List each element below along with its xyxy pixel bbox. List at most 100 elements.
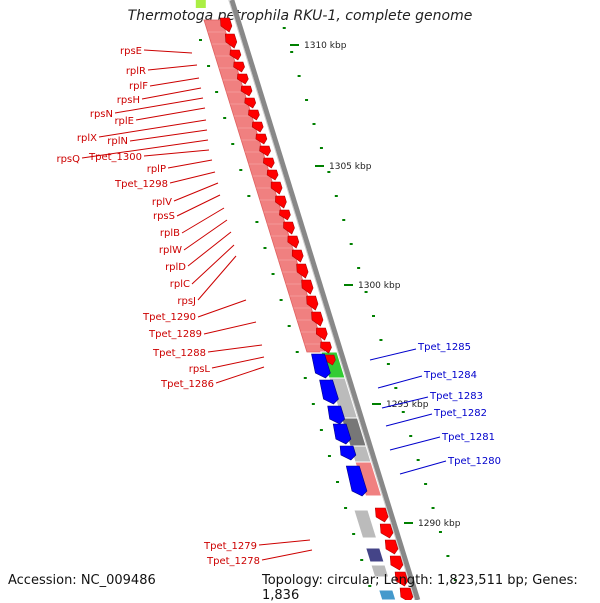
- forward-leader-line: [147, 64, 198, 71]
- forward-gene-arrow: [248, 109, 260, 121]
- forward-gene-arrow: [262, 157, 275, 169]
- reverse-gene-label: Tpet_1281: [441, 432, 495, 443]
- forward-gene-arrow: [220, 17, 233, 33]
- forward-gene-arrow: [240, 85, 253, 97]
- reverse-leader-line: [389, 436, 441, 451]
- forward-leader-line: [191, 244, 235, 285]
- reverse-gene-arrow: [311, 353, 331, 379]
- scale-tick-label: 1310 kbp: [304, 41, 347, 51]
- forward-gene-arrow: [287, 235, 300, 249]
- forward-leader-line: [141, 87, 202, 100]
- reverse-leader-line: [385, 413, 433, 427]
- forward-gene-label: rpsN: [90, 109, 113, 120]
- forward-gene-label: Tpet_1286: [160, 379, 214, 390]
- forward-leader-line: [176, 194, 221, 217]
- forward-leader-line: [215, 366, 265, 384]
- scale-tick-label: 1295 kbp: [386, 400, 429, 410]
- forward-gene-label: Tpet_1278: [206, 556, 260, 567]
- forward-gene-label: rpsL: [189, 364, 211, 375]
- forward-gene-label: rplW: [159, 245, 182, 256]
- forward-leader-line: [261, 549, 313, 561]
- forward-gene-arrow: [275, 195, 287, 209]
- reverse-leader-line: [381, 396, 429, 409]
- forward-gene-label: rplB: [160, 228, 180, 239]
- forward-gene-label: rpsJ: [177, 296, 196, 307]
- forward-gene-arrow: [279, 209, 291, 221]
- forward-leader-line: [197, 255, 237, 301]
- forward-gene-arrow: [244, 97, 257, 109]
- scale-tick-label: 1305 kbp: [329, 162, 372, 172]
- forward-gene-arrow: [379, 523, 394, 539]
- forward-gene-label: rplC: [170, 279, 190, 290]
- forward-gene-arrow: [224, 33, 238, 49]
- reverse-gene-arrow: [327, 405, 346, 425]
- reverse-gene-label: Tpet_1282: [433, 408, 487, 419]
- forward-leader-line: [143, 49, 193, 54]
- forward-gene-label: Tpet_1289: [148, 329, 202, 340]
- forward-gene-arrow: [394, 571, 409, 587]
- backbone: [228, 0, 421, 600]
- forward-gene-arrow: [311, 311, 324, 327]
- forward-gene-label: rpsS: [153, 211, 175, 222]
- forward-gene-arrow: [255, 133, 268, 145]
- reverse-leader-line: [369, 348, 417, 361]
- reverse-gene-arrow: [339, 445, 357, 461]
- forward-gene-arrow: [320, 341, 332, 354]
- forward-gene-arrow: [315, 327, 328, 341]
- reverse-gene-arrow: [332, 423, 352, 445]
- forward-gene-arrow: [306, 295, 319, 311]
- label-leader-lines: [81, 49, 447, 561]
- forward-leader-line: [207, 344, 263, 353]
- forward-leader-line: [187, 231, 232, 267]
- forward-gene-label: Tpet_1298: [114, 179, 168, 190]
- forward-leader-line: [183, 219, 228, 251]
- forward-gene-label: Tpet_1288: [152, 348, 206, 359]
- feature-segment: [370, 564, 390, 578]
- track-block-green: [195, 0, 206, 8]
- forward-leader-line: [203, 321, 257, 335]
- forward-gene-arrow: [283, 221, 295, 235]
- backbone-line: [229, 0, 421, 600]
- forward-leader-line: [173, 182, 219, 202]
- forward-leader-line: [149, 77, 200, 87]
- forward-leader-line: [167, 159, 213, 169]
- forward-gene-label: rplR: [126, 66, 146, 77]
- forward-leader-line: [169, 171, 216, 184]
- forward-gene-label: rplE: [114, 116, 134, 127]
- forward-gene-arrow: [229, 49, 242, 61]
- forward-gene-label: rpsE: [120, 46, 142, 57]
- forward-leader-line: [81, 139, 209, 159]
- accession-text: Accession: NC_009486: [8, 573, 156, 588]
- forward-gene-arrow: [374, 507, 389, 523]
- forward-leader-line: [258, 539, 311, 546]
- forward-gene-label: rplP: [147, 164, 166, 175]
- forward-leader-line: [211, 356, 265, 369]
- forward-gene-label: rpsQ: [56, 154, 80, 165]
- reverse-gene-label: Tpet_1284: [423, 370, 477, 381]
- forward-leader-line: [129, 129, 208, 142]
- forward-gene-arrow: [236, 73, 249, 85]
- forward-gene-arrow: [296, 263, 309, 279]
- forward-gene-label: Tpet_1279: [203, 541, 257, 552]
- forward-leader-line: [114, 97, 204, 114]
- reverse-gene-label: Tpet_1283: [429, 391, 483, 402]
- scale-ticks: 1310 kbp 1305 kbp 1300 kbp 1295 kbp 1290 kbp: [199, 27, 461, 587]
- reverse-leader-line: [399, 460, 447, 475]
- forward-gene-label: rplX: [77, 133, 97, 144]
- scale-tick-label: 1300 kbp: [358, 281, 401, 291]
- forward-leader-line: [143, 149, 210, 157]
- forward-gene-arrow: [270, 181, 283, 195]
- forward-gene-label: rplV: [152, 197, 172, 208]
- forward-gene-label: rplF: [129, 81, 148, 92]
- forward-gene-arrow: [233, 61, 245, 73]
- forward-gene-label: Tpet_1300: [88, 152, 142, 163]
- forward-gene-label: rplN: [107, 136, 128, 147]
- feature-segment: [353, 509, 378, 539]
- forward-leader-line: [197, 299, 247, 318]
- forward-gene-label: Tpet_1290: [142, 312, 196, 323]
- forward-leader-line: [98, 119, 207, 138]
- forward-leader-line: [181, 207, 225, 234]
- reverse-gene-label: Tpet_1280: [447, 456, 501, 467]
